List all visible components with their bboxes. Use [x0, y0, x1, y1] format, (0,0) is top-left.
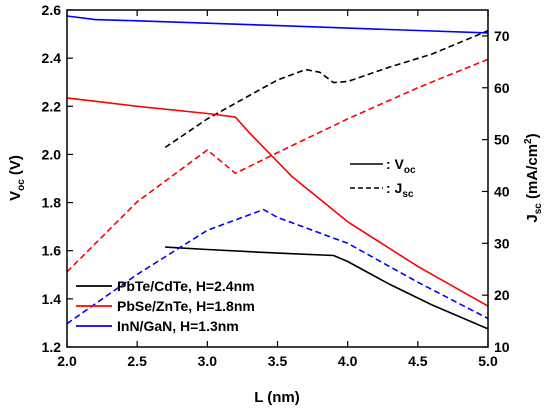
y-right-tick-label: 50: [494, 132, 510, 148]
x-tick-label: 4.0: [338, 353, 358, 369]
axis-ticks: [66, 9, 489, 348]
x-tick-label: 4.5: [408, 353, 428, 369]
style-legend-jsc-label: : Jsc: [386, 180, 414, 200]
right-axis-title: Jsc (mA/cm2): [523, 133, 544, 222]
y-right-tick-label: 20: [494, 287, 510, 303]
plot-frame: [66, 9, 489, 348]
y-right-tick-label: 60: [494, 80, 510, 96]
y-left-tick-label: 2.4: [42, 50, 62, 66]
y-right-tick-label: 10: [494, 339, 510, 355]
y-left-tick-label: 1.4: [42, 291, 62, 307]
y-right-tick-label: 70: [494, 28, 510, 44]
series-layer: [66, 15, 489, 330]
x-axis-title: L (nm): [254, 389, 300, 406]
x-tick-label: 2.5: [127, 353, 147, 369]
y-left-tick-label: 2.2: [42, 98, 62, 114]
x-tick-label: 5.0: [478, 353, 498, 369]
series-line-voc-pbse: [66, 97, 489, 307]
y-left-tick-label: 1.8: [42, 195, 62, 211]
series-line-voc-inn: [66, 15, 489, 34]
x-tick-label: 2.0: [57, 353, 77, 369]
legend-label-pbse: PbSe/ZnTe, H=1.8nm: [117, 298, 255, 314]
style-legend-voc-label: : Voc: [386, 156, 416, 176]
legend-label-pbte: PbTe/CdTe, H=2.4nm: [117, 278, 255, 294]
y-right-tick-label: 40: [494, 183, 510, 199]
y-right-tick-label: 30: [494, 235, 510, 251]
tick-labels: 2.0 2.5 3.0 3.5 4.0 4.5 5.0 1.2 1.4 1.6 1.8 2.0 2.2 2…: [42, 2, 510, 369]
series-line-jsc-inn: [66, 208, 489, 325]
y-left-tick-label: 1.6: [42, 243, 62, 259]
y-left-tick-label: 2.0: [42, 146, 62, 162]
series-line-jsc-pbse: [66, 58, 489, 273]
x-tick-label: 3.0: [198, 353, 218, 369]
y-left-tick-label: 2.6: [42, 2, 62, 18]
y-left-tick-label: 1.2: [42, 339, 62, 355]
legend-label-inn: InN/GaN, H=1.3nm: [117, 318, 239, 334]
style-legend: : Voc : Jsc: [350, 156, 416, 200]
left-axis-title: Voc (V): [7, 155, 27, 201]
series-line-voc-pbte: [165, 246, 489, 330]
x-tick-label: 3.5: [268, 353, 288, 369]
series-line-jsc-pbte: [164, 29, 489, 149]
series-legend: PbTe/CdTe, H=2.4nm PbSe/ZnTe, H=1.8nm In…: [76, 278, 255, 334]
